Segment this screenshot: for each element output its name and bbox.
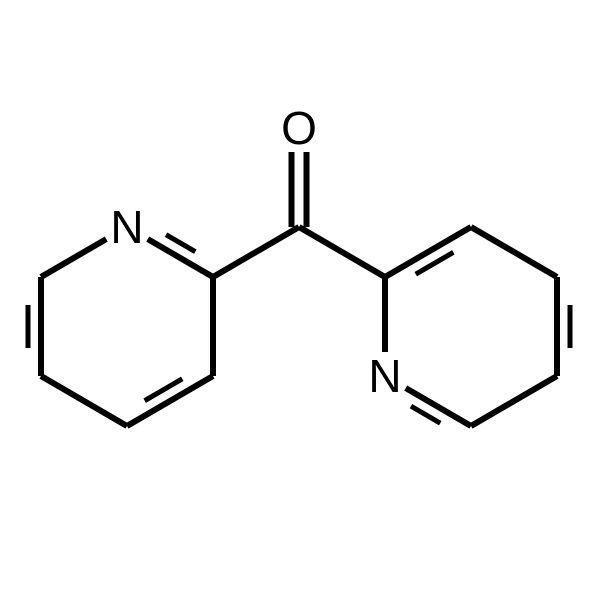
atom-label-n: N: [110, 201, 143, 253]
molecule-diagram: O N N: [0, 0, 600, 600]
atom-label-o: O: [281, 102, 317, 154]
atom-label-n: N: [368, 350, 401, 402]
